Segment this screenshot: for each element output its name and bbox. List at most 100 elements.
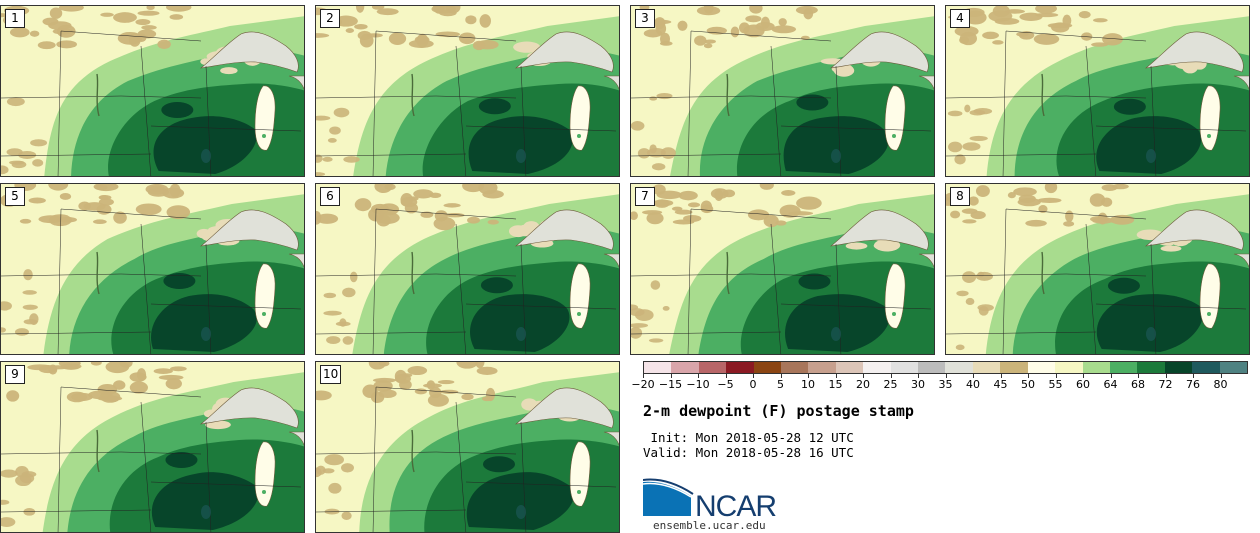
colorbar-tick-label: 40 — [966, 378, 980, 391]
colorbar-swatch — [972, 362, 1001, 373]
ncar-logo-text: NCAR — [695, 490, 776, 520]
colorbar-tick — [863, 374, 864, 378]
website-link[interactable]: ensemble.ucar.edu — [653, 519, 766, 532]
colorbar-tick — [698, 374, 699, 378]
colorbar-tick — [1055, 374, 1057, 378]
panel-number-10: 10 — [320, 365, 342, 384]
stamp-panel-10: 10 — [315, 361, 620, 533]
colorbar-tick-label: 76 — [1186, 378, 1200, 391]
ncar-logo: NCAR — [642, 476, 793, 523]
colorbar-tick-label: −5 — [717, 378, 734, 391]
stamp-panel-6: 6 — [315, 183, 620, 355]
panel-number-1: 1 — [5, 9, 25, 28]
colorbar-tick — [1110, 374, 1112, 378]
stamp-panel-5: 5 — [0, 183, 305, 355]
colorbar-swatch — [1137, 362, 1165, 373]
dewpoint-map-4 — [946, 6, 1249, 176]
colorbar-tick-label: 20 — [856, 378, 870, 391]
colorbar-swatch — [890, 362, 919, 373]
colorbar-tick-label: 15 — [828, 378, 843, 391]
stamp-panel-2: 2 — [315, 5, 620, 177]
dewpoint-map-1 — [1, 6, 304, 176]
colorbar-tick — [918, 374, 919, 378]
panel-number-2: 2 — [320, 9, 340, 28]
colorbar-tick — [1193, 374, 1194, 378]
dewpoint-map-6 — [316, 184, 619, 354]
colorbar-swatch — [918, 362, 946, 373]
stamp-panel-4: 4 — [945, 5, 1250, 177]
dewpoint-map-9 — [1, 362, 304, 532]
colorbar-tick — [945, 374, 947, 378]
colorbar-swatch — [726, 362, 754, 373]
colorbar-swatch — [1164, 362, 1193, 373]
colorbar-swatch — [671, 362, 699, 373]
colorbar-swatch — [644, 362, 672, 373]
colorbar-tick-label: 60 — [1076, 378, 1090, 391]
panel-number-8: 8 — [950, 187, 970, 206]
colorbar-tick — [780, 374, 782, 378]
stamp-panel-3: 3 — [630, 5, 935, 177]
colorbar-tick-label: 30 — [911, 378, 925, 391]
colorbar-ticks: −20 −15 −10 −5 0 5 10 15 20 25 30 35 40 45 50 55 60 64 68 7… — [631, 374, 1248, 392]
colorbar-tick — [1000, 374, 1002, 378]
colorbar-tick — [725, 374, 727, 378]
panel-number-7: 7 — [635, 187, 655, 206]
colorbar-tick-label: 55 — [1048, 378, 1063, 391]
panel-number-6: 6 — [320, 187, 340, 206]
valid-time: Valid: Mon 2018-05-28 16 UTC — [643, 445, 854, 460]
colorbar-tick-label: 10 — [801, 378, 815, 391]
panel-number-9: 9 — [5, 365, 25, 384]
colorbar-swatch — [781, 362, 809, 373]
colorbar-swatch — [753, 362, 782, 373]
panel-number-3: 3 — [635, 9, 655, 28]
colorbar-tick — [808, 374, 809, 378]
logo-swoosh-icon — [643, 481, 691, 516]
colorbar-tick-label: 25 — [883, 378, 898, 391]
colorbar-swatch — [1027, 362, 1056, 373]
stamp-panel-1: 1 — [0, 5, 305, 177]
colorbar-tick — [890, 374, 892, 378]
colorbar-tick-label: 35 — [938, 378, 953, 391]
colorbar-tick-label: 5 — [777, 378, 784, 391]
stamp-panel-7: 7 — [630, 183, 935, 355]
colorbar-swatch — [835, 362, 864, 373]
colorbar-tick — [1138, 374, 1139, 378]
colorbar-swatch — [1082, 362, 1110, 373]
stamp-panel-8: 8 — [945, 183, 1250, 355]
colorbar-tick — [753, 374, 754, 378]
colorbar-tick-label: 72 — [1158, 378, 1173, 391]
colorbar-swatch — [863, 362, 891, 373]
dewpoint-map-10 — [316, 362, 619, 532]
dewpoint-map-2 — [316, 6, 619, 176]
colorbar-tick — [1220, 374, 1222, 378]
colorbar-swatch — [1219, 362, 1247, 373]
colorbar-tick-label: 50 — [1021, 378, 1035, 391]
panel-number-5: 5 — [5, 187, 25, 206]
colorbar-tick-label: −10 — [686, 378, 710, 391]
colorbar-swatch — [1109, 362, 1138, 373]
colorbar-tick-label: −15 — [658, 378, 683, 391]
dewpoint-map-7 — [631, 184, 934, 354]
colorbar-tick — [973, 374, 974, 378]
colorbar-swatch — [1192, 362, 1220, 373]
colorbar-tick — [1028, 374, 1029, 378]
colorbar-tick-label: 45 — [993, 378, 1008, 391]
colorbar-tick-label: 64 — [1103, 378, 1118, 391]
colorbar-tick — [670, 374, 672, 378]
colorbar-swatch — [945, 362, 973, 373]
colorbar-tick — [835, 374, 837, 378]
colorbar-swatch — [1000, 362, 1028, 373]
colorbar-tick-label: 68 — [1131, 378, 1145, 391]
colorbar-tick — [1083, 374, 1084, 378]
chart-title: 2-m dewpoint (F) postage stamp — [643, 402, 914, 420]
colorbar-tick-label: 80 — [1213, 378, 1228, 391]
dewpoint-map-3 — [631, 6, 934, 176]
colorbar-tick-label: −20 — [631, 378, 655, 391]
stamp-panel-9: 9 — [0, 361, 305, 533]
panel-number-4: 4 — [950, 9, 970, 28]
colorbar-tick — [643, 374, 644, 378]
colorbar-tick-label: 0 — [749, 378, 757, 391]
colorbar-swatch — [1055, 362, 1083, 373]
colorbar-swatch — [808, 362, 836, 373]
dewpoint-colorbar — [643, 361, 1248, 374]
